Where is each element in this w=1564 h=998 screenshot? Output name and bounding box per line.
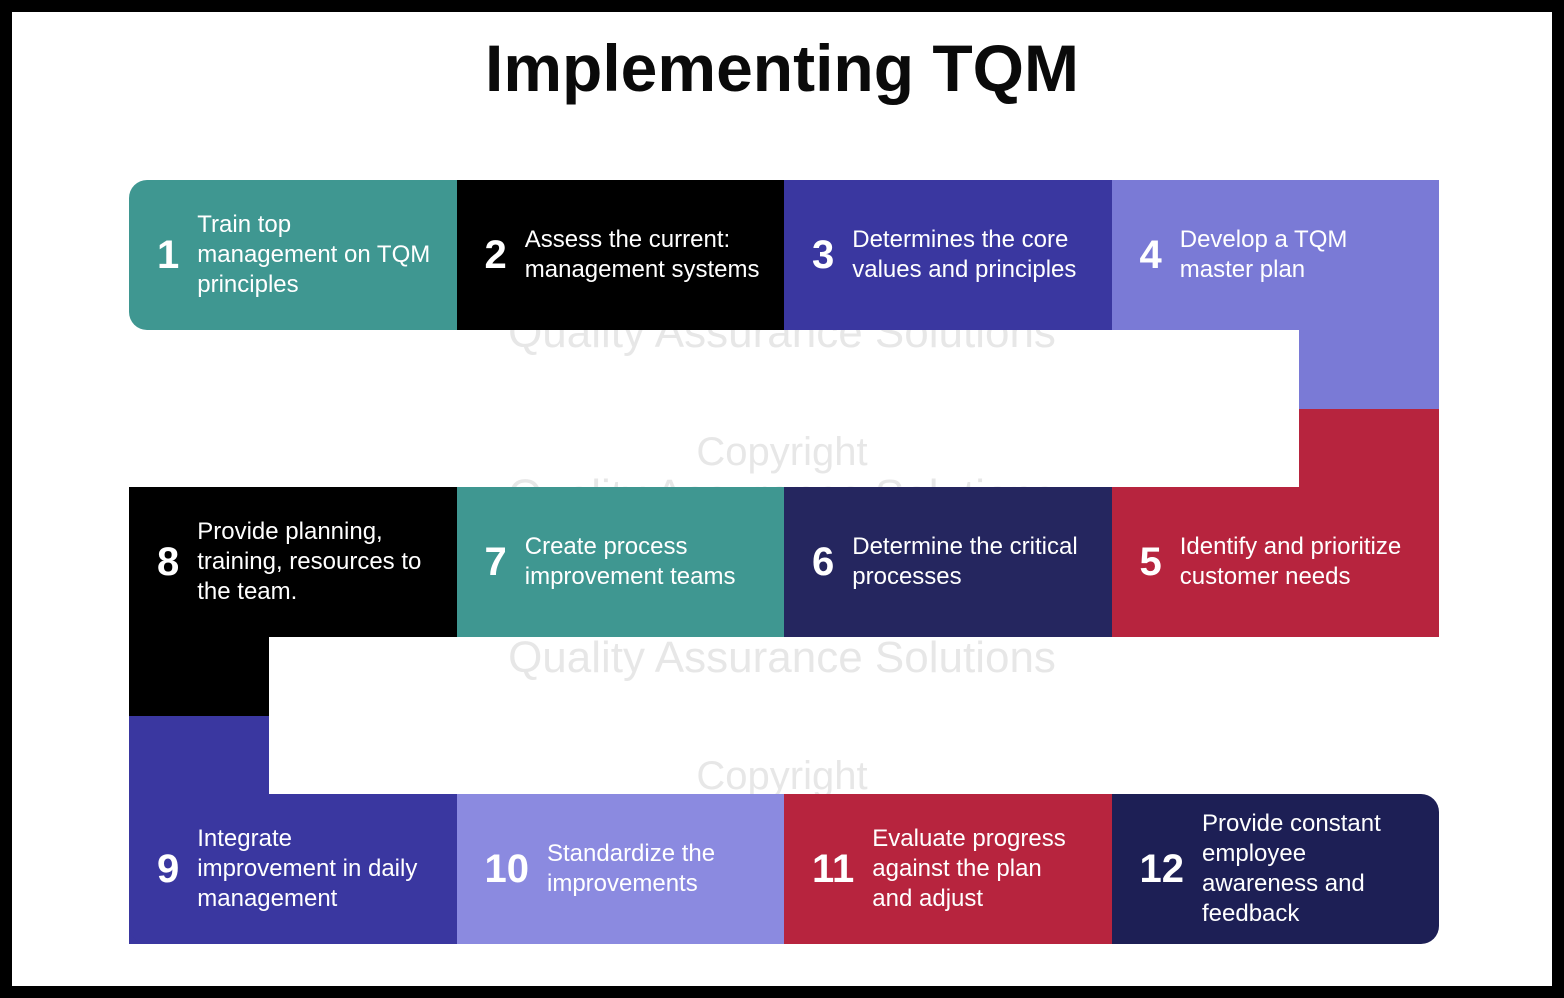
step-number: 8 bbox=[157, 542, 179, 582]
step-label: Determines the core values and principle… bbox=[852, 225, 1087, 285]
step-box: 8 Provide planning, training, resources t… bbox=[129, 487, 457, 637]
step-number: 2 bbox=[485, 235, 507, 275]
step-number: 5 bbox=[1140, 542, 1162, 582]
step-number: 3 bbox=[812, 235, 834, 275]
step-label: Train top management on TQM principles bbox=[197, 210, 432, 300]
step-label: Provide constant employee awareness and … bbox=[1202, 809, 1415, 929]
step-label: Identify and prioritize customer needs bbox=[1180, 532, 1415, 592]
step-box: 6 Determine the critical processes bbox=[784, 487, 1112, 637]
watermark-line1: Copyright bbox=[508, 430, 1056, 475]
step-box: 10 Standardize the improvements bbox=[457, 794, 785, 944]
step-box: 7 Create process improvement teams bbox=[457, 487, 785, 637]
step-label: Integrate improvement in daily managemen… bbox=[197, 824, 432, 914]
step-box: 2 Assess the current: management systems bbox=[457, 180, 785, 330]
step-box: 1 Train top management on TQM principles bbox=[129, 180, 457, 330]
step-box: 5 Identify and prioritize customer needs bbox=[1112, 487, 1440, 637]
diagram-canvas: Copyright Quality Assurance Solutions Copy… bbox=[12, 12, 1552, 986]
step-number: 4 bbox=[1140, 235, 1162, 275]
step-number: 6 bbox=[812, 542, 834, 582]
step-number: 12 bbox=[1140, 849, 1185, 889]
step-label: Evaluate progress against the plan and a… bbox=[872, 824, 1087, 914]
step-box: 12 Provide constant employee awareness an… bbox=[1112, 794, 1440, 944]
step-number: 1 bbox=[157, 235, 179, 275]
watermark-line1: Copyright bbox=[508, 754, 1056, 799]
step-box: 11 Evaluate progress against the plan and… bbox=[784, 794, 1112, 944]
step-label: Determine the critical processes bbox=[852, 532, 1087, 592]
step-number: 9 bbox=[157, 849, 179, 889]
step-box: 9 Integrate improvement in daily manageme… bbox=[129, 794, 457, 944]
step-number: 10 bbox=[485, 849, 530, 889]
step-box: 3 Determines the core values and principl… bbox=[784, 180, 1112, 330]
step-label: Develop a TQM master plan bbox=[1180, 225, 1415, 285]
step-number: 7 bbox=[485, 542, 507, 582]
step-number: 11 bbox=[812, 849, 854, 889]
step-label: Provide planning, training, resources to… bbox=[197, 517, 432, 607]
step-label: Standardize the improvements bbox=[547, 839, 760, 899]
watermark-line2: Quality Assurance Solutions bbox=[508, 633, 1056, 683]
step-label: Create process improvement teams bbox=[525, 532, 760, 592]
step-label: Assess the current: management systems bbox=[525, 225, 760, 285]
step-box: 4 Develop a TQM master plan bbox=[1112, 180, 1440, 330]
